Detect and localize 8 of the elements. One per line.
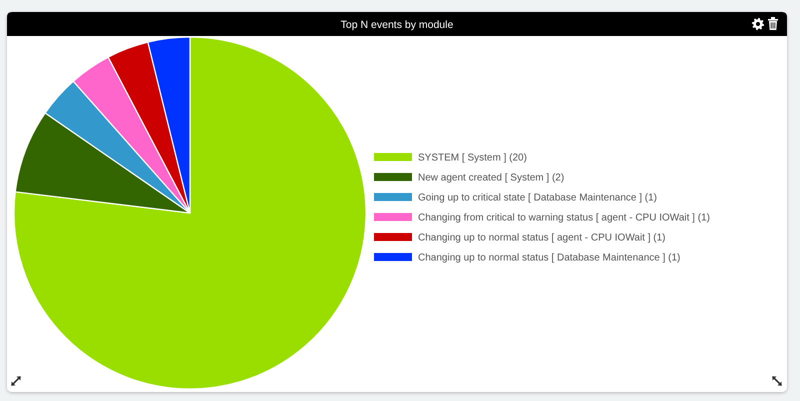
chart-title: Top N events by module [340,19,454,31]
legend-label: SYSTEM [ System ] (20) [418,152,527,164]
legend-label: New agent created [ System ] (2) [418,172,564,184]
legend-label: Changing up to normal status [ Database Maintenance ] (1) [418,252,680,264]
pie-slice [13,36,366,390]
legend-label: Going up to critical state [ Database Maintenance ] (1) [418,192,658,204]
legend-label: Changing up to normal status [ agent - CPU IOWait ] (1) [418,232,666,244]
legend-label: Changing from critical to warning status [ agent - CPU IOWait ] (1) [418,212,710,224]
